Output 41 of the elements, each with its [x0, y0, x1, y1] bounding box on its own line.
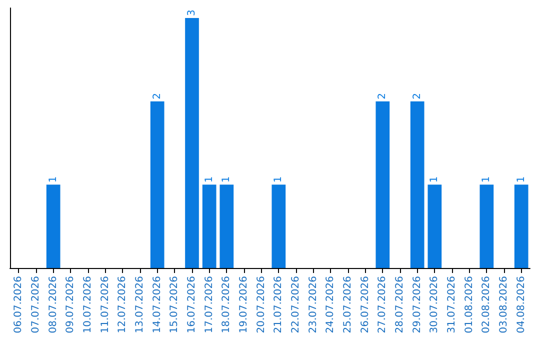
x-tick-label: 06.07.2026	[13, 276, 24, 334]
x-tick-label: 21.07.2026	[273, 276, 284, 334]
x-tick-label: 19.07.2026	[238, 276, 250, 334]
data-label: 2	[412, 92, 423, 100]
x-tick-label: 08.07.2026	[48, 276, 59, 334]
x-tick-label: 31.07.2026	[446, 276, 458, 334]
data-label: 1	[204, 176, 215, 183]
x-tick-label: 23.07.2026	[308, 276, 319, 334]
data-label: 2	[152, 92, 163, 100]
data-label: 1	[48, 176, 59, 183]
x-tick-label: 25.07.2026	[342, 276, 354, 334]
x-tick-label: 30.07.2026	[429, 276, 440, 334]
x-tick-label: 09.07.2026	[65, 276, 76, 334]
data-label: 1	[481, 176, 492, 183]
x-tick-label: 17.07.2026	[204, 276, 215, 334]
x-tick-label: 26.07.2026	[360, 276, 371, 334]
x-tick-label: 11.07.2026	[100, 276, 111, 334]
x-tick-label: 15.07.2026	[169, 276, 180, 334]
data-label: 1	[221, 176, 232, 183]
x-tick-label: 27.07.2026	[377, 276, 388, 334]
x-tick-label: 24.07.2026	[325, 276, 336, 334]
data-label: 1	[516, 176, 527, 183]
x-tick-label: 14.07.2026	[152, 276, 163, 334]
x-tick-label: 20.07.2026	[256, 276, 267, 334]
x-tick-label: 02.08.2026	[481, 276, 492, 334]
x-tick-label: 13.07.2026	[134, 276, 146, 334]
x-tick-label: 04.08.2026	[516, 276, 527, 334]
x-tick-label: 03.08.2026	[498, 276, 510, 334]
x-tick-label: 22.07.2026	[290, 276, 302, 334]
data-label: 3	[186, 10, 198, 16]
x-tick-label: 01.08.2026	[464, 276, 475, 334]
x-tick-label: 29.07.2026	[412, 276, 423, 334]
x-tick-label: 16.07.2026	[186, 276, 198, 334]
x-tick-label: 18.07.2026	[221, 276, 232, 334]
x-tick-label: 10.07.2026	[82, 276, 94, 334]
x-tick-label: 07.07.2026	[30, 276, 42, 334]
x-tick-label: 12.07.2026	[117, 276, 128, 334]
data-label: 2	[377, 92, 388, 100]
data-label: 1	[273, 176, 284, 183]
x-tick-label: 28.07.2026	[394, 276, 406, 334]
data-label: 1	[429, 176, 440, 183]
